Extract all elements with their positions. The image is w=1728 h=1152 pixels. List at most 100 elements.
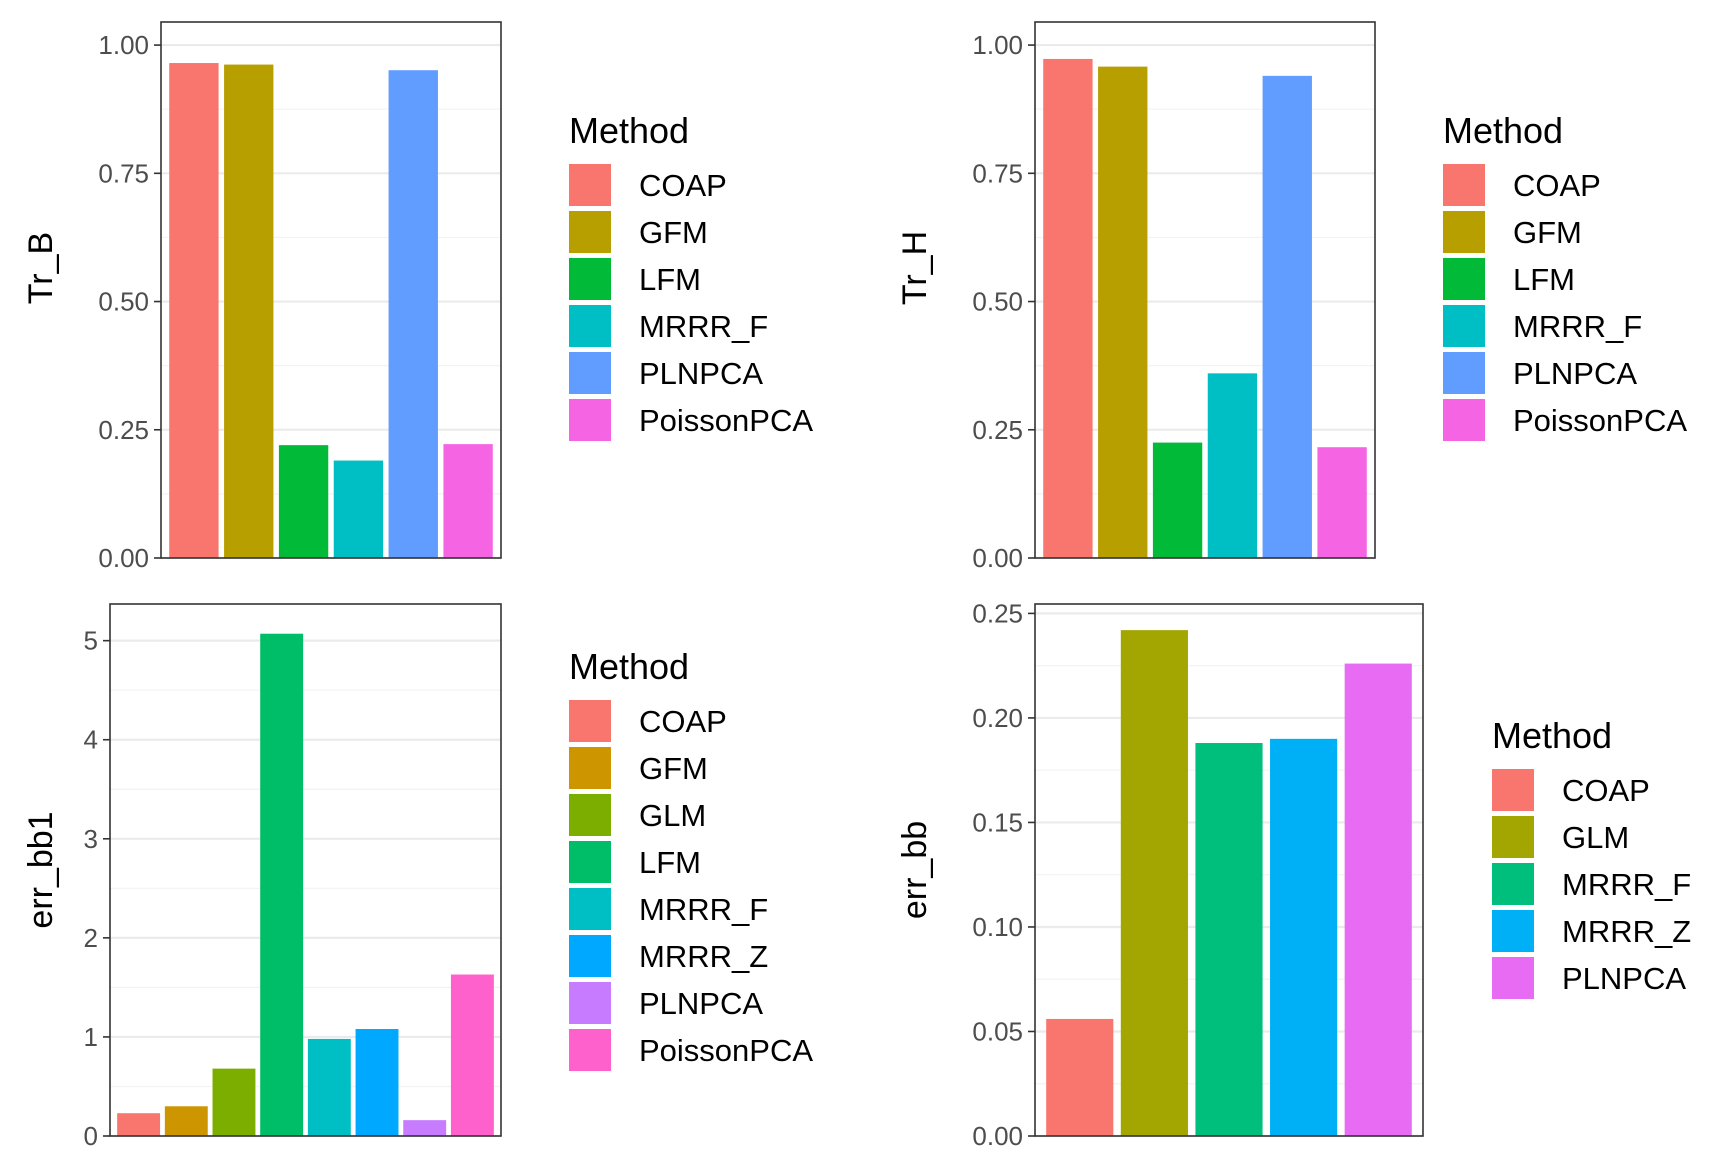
legend-label: PLNPCA [639, 986, 763, 1021]
legend-swatch [569, 211, 611, 253]
legend-title: Method [1443, 110, 1563, 151]
y-tick-label: 0.25 [972, 598, 1023, 628]
y-axis-label: err_bb [896, 821, 934, 919]
y-tick-label: 3 [84, 824, 98, 854]
legend-swatch [1492, 769, 1534, 811]
bar-coap [117, 1113, 161, 1136]
bar-coap [1043, 58, 1093, 558]
legend-swatch [569, 794, 611, 836]
legend-label: MRRR_F [1562, 867, 1691, 902]
bar-mrrr-f [307, 1038, 351, 1136]
legend-label: COAP [639, 168, 727, 203]
legend-label: PLNPCA [639, 356, 763, 391]
y-tick-label: 2 [84, 923, 98, 953]
bar-mrrr-f [1195, 743, 1263, 1136]
bar-plnpca [1344, 663, 1412, 1136]
legend-swatch [569, 747, 611, 789]
legend-swatch [1443, 305, 1485, 347]
y-tick-label: 0.50 [972, 287, 1023, 317]
chart-panel-3: 0 1 2 3 4 5 err_bb1 Method COAP GFM GLM LFM MRRR_F MR… [22, 603, 813, 1151]
legend-label: COAP [1562, 773, 1650, 808]
bar-coap [1046, 1018, 1114, 1136]
bar-mrrr-z [355, 1029, 399, 1136]
y-axis-label: Tr_H [896, 231, 934, 305]
y-tick-label: 1 [84, 1022, 98, 1052]
legend-label: COAP [1513, 168, 1601, 203]
legend-label: LFM [639, 845, 701, 880]
legend-label: MRRR_F [1513, 309, 1642, 344]
y-tick-label: 0.00 [972, 1121, 1023, 1151]
bar-gfm [1098, 66, 1148, 558]
panel-border [109, 603, 502, 1137]
chart-panel-2: 0.00 0.25 0.50 0.75 1.00 Tr_H Method COAP GFM LFM… [896, 21, 1687, 573]
legend-swatch [569, 164, 611, 206]
y-tick-label: 0.00 [98, 543, 149, 573]
legend-swatch [1443, 399, 1485, 441]
bar-plnpca [1262, 75, 1312, 559]
legend-swatch [569, 888, 611, 930]
legend-label: PLNPCA [1562, 961, 1686, 996]
chart-panel-4: 0.00 0.05 0.10 0.15 0.20 0.25 err_bb Method COAP… [896, 598, 1691, 1151]
legend-swatch [569, 982, 611, 1024]
legend-label: PoissonPCA [639, 403, 813, 438]
legend-label: MRRR_Z [639, 939, 768, 974]
y-tick-label: 0.75 [972, 158, 1023, 188]
y-tick-label: 0.05 [972, 1016, 1023, 1046]
bar-mrrr-f [333, 460, 384, 558]
y-tick-label: 0.25 [972, 415, 1023, 445]
legend-label: PoissonPCA [639, 1033, 813, 1068]
legend-swatch [1443, 258, 1485, 300]
bar-gfm [224, 64, 274, 558]
y-tick-label: 0.75 [98, 158, 149, 188]
legend-label: PLNPCA [1513, 356, 1637, 391]
bar-mrrr-f [1207, 373, 1258, 558]
legend-swatch [1492, 910, 1534, 952]
panel-border [160, 21, 502, 559]
bar-glm [1120, 630, 1188, 1136]
y-tick-label: 0.50 [98, 287, 149, 317]
y-tick-label: 0.15 [972, 807, 1023, 837]
legend: Method COAP GFM GLM LFM MRRR_F MRRR_Z PLNPCA Poi… [569, 646, 813, 1071]
legend-title: Method [1492, 715, 1612, 756]
bar-poissonpca [443, 444, 493, 558]
bar-lfm [1152, 442, 1203, 558]
legend: Method COAP GLM MRRR_F MRRR_Z PLNPCA [1492, 715, 1691, 999]
y-tick-label: 1.00 [972, 30, 1023, 60]
bar-gfm [164, 1106, 208, 1136]
legend-swatch [569, 700, 611, 742]
legend-swatch [569, 305, 611, 347]
chart-panel-1: 0.00 0.25 0.50 0.75 1.00 Tr_B Method COAP GFM LFM… [22, 21, 813, 573]
legend-swatch [569, 352, 611, 394]
legend-title: Method [569, 110, 689, 151]
legend-label: GLM [1562, 820, 1629, 855]
y-tick-label: 4 [84, 725, 98, 755]
y-axis-label: err_bb1 [22, 811, 60, 928]
y-tick-label: 5 [84, 626, 98, 656]
legend-label: LFM [639, 262, 701, 297]
y-tick-label: 1.00 [98, 30, 149, 60]
legend-label: GFM [1513, 215, 1582, 250]
legend-swatch [1443, 352, 1485, 394]
legend-swatch [1492, 863, 1534, 905]
y-tick-label: 0.25 [98, 415, 149, 445]
legend-title: Method [569, 646, 689, 687]
y-tick-label: 0.20 [972, 703, 1023, 733]
legend-label: LFM [1513, 262, 1575, 297]
bar-poissonpca [450, 974, 494, 1136]
bar-lfm [278, 445, 329, 558]
legend-swatch [569, 399, 611, 441]
bar-glm [212, 1068, 256, 1136]
y-tick-label: 0.00 [972, 543, 1023, 573]
legend-label: PoissonPCA [1513, 403, 1687, 438]
bar-mrrr-z [1270, 738, 1338, 1136]
legend-label: GFM [639, 215, 708, 250]
y-tick-label: 0.10 [972, 912, 1023, 942]
bar-coap [169, 63, 219, 558]
legend-label: GFM [639, 751, 708, 786]
legend-swatch [1492, 957, 1534, 999]
legend-label: MRRR_Z [1562, 914, 1691, 949]
y-axis-label: Tr_B [22, 232, 60, 304]
legend: Method COAP GFM LFM MRRR_F PLNPCA PoissonPCA [569, 110, 813, 441]
legend-label: MRRR_F [639, 892, 768, 927]
